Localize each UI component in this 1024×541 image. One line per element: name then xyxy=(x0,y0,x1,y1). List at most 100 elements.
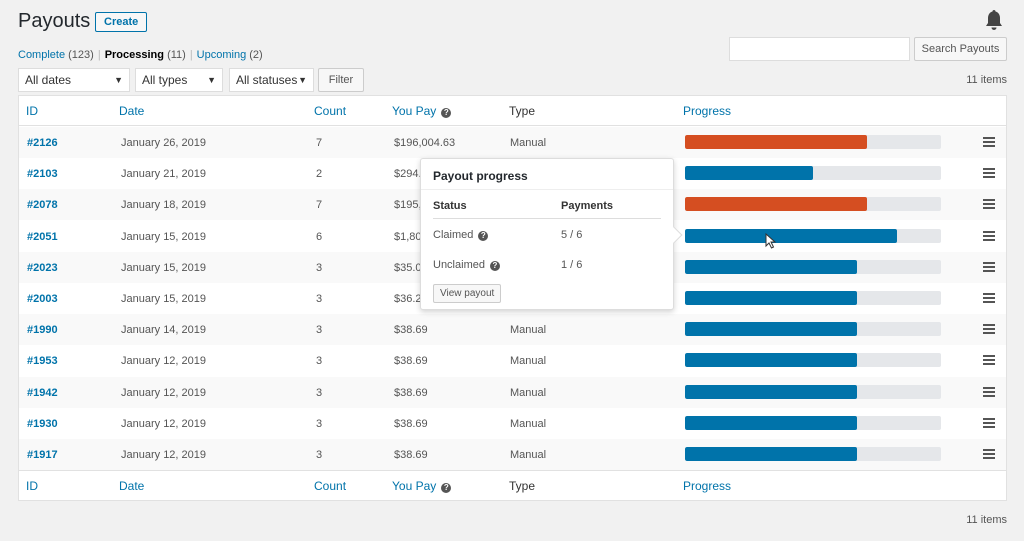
column-date[interactable]: Date xyxy=(119,104,145,118)
column-date[interactable]: Date xyxy=(119,479,145,493)
menu-icon[interactable] xyxy=(983,199,995,210)
progress-bar-fill xyxy=(685,384,857,399)
menu-icon[interactable] xyxy=(983,417,995,428)
menu-icon[interactable] xyxy=(983,230,995,241)
chevron-down-icon: ▼ xyxy=(207,75,216,85)
progress-bar[interactable] xyxy=(685,322,941,337)
table-row: #2103 January 21, 2019 2 $294. xyxy=(19,158,1006,189)
progress-bar[interactable] xyxy=(685,291,941,305)
payout-amount: $38.69 xyxy=(394,386,428,399)
payout-progress-popover: Payout progress Status Payments Claimed?… xyxy=(420,158,683,310)
progress-bar[interactable] xyxy=(685,384,941,399)
menu-icon[interactable] xyxy=(983,324,995,335)
payout-id-link[interactable]: #1917 xyxy=(27,449,58,461)
progress-bar[interactable] xyxy=(685,135,941,149)
progress-bar-fill xyxy=(685,135,867,149)
progress-bar-fill xyxy=(685,197,867,212)
payout-id-link[interactable]: #2003 xyxy=(27,293,58,305)
create-button[interactable]: Create xyxy=(95,12,148,32)
payout-count: 3 xyxy=(316,417,323,430)
column-progress[interactable]: Progress xyxy=(683,479,732,493)
menu-icon[interactable] xyxy=(983,355,995,366)
dates-select[interactable]: All dates ▼ xyxy=(18,68,130,92)
column-progress[interactable]: Progress xyxy=(683,104,732,118)
menu-icon[interactable] xyxy=(983,137,995,147)
progress-bar[interactable] xyxy=(685,259,941,274)
table-row: #1930 January 12, 2019 3 $38.69 Manual xyxy=(19,408,1006,439)
view-processing[interactable]: Processing (11) xyxy=(104,49,186,61)
bell-icon[interactable] xyxy=(984,9,1004,31)
search-input[interactable] xyxy=(729,37,910,61)
payout-date: January 18, 2019 xyxy=(121,199,207,212)
mouse-cursor-icon xyxy=(765,233,777,249)
menu-icon[interactable] xyxy=(983,386,995,397)
progress-bar-fill xyxy=(685,228,898,243)
progress-bar[interactable] xyxy=(685,447,941,461)
column-you-pay[interactable]: You Pay? xyxy=(392,479,452,493)
column-you-pay[interactable]: You Pay? xyxy=(392,104,452,118)
menu-icon[interactable] xyxy=(983,168,995,179)
payout-id-link[interactable]: #1942 xyxy=(27,386,58,399)
progress-bar[interactable] xyxy=(685,166,941,181)
payout-id-link[interactable]: #1990 xyxy=(27,324,58,337)
payout-type: Manual xyxy=(510,137,547,149)
menu-icon[interactable] xyxy=(983,449,995,459)
payout-type: Manual xyxy=(510,449,547,461)
progress-bar-fill xyxy=(685,447,857,461)
payout-amount: $35.0 xyxy=(394,261,422,274)
payout-count: 6 xyxy=(316,230,323,243)
menu-icon[interactable] xyxy=(983,293,995,303)
payout-id-link[interactable]: #1953 xyxy=(27,355,58,368)
statuses-select[interactable]: All statuses ▼ xyxy=(229,68,314,92)
filter-button[interactable]: Filter xyxy=(318,68,364,92)
view-upcoming[interactable]: Upcoming (2) xyxy=(196,49,263,61)
payout-id-link[interactable]: #2023 xyxy=(27,261,58,274)
popover-title: Payout progress xyxy=(433,169,528,183)
progress-bar[interactable] xyxy=(685,197,941,212)
payout-type: Manual xyxy=(510,386,547,399)
payout-type: Manual xyxy=(510,355,547,368)
progress-bar-fill xyxy=(685,353,857,368)
payout-date: January 15, 2019 xyxy=(121,293,207,305)
view-complete[interactable]: Complete (123) xyxy=(18,49,94,61)
popover-status-header: Status xyxy=(433,200,467,212)
progress-bar[interactable] xyxy=(685,228,941,243)
table-row: #1990 January 14, 2019 3 $38.69 Manual xyxy=(19,314,1006,346)
table-row: #2003 January 15, 2019 3 $36.2 xyxy=(19,283,1006,314)
search-payouts-button[interactable]: Search Payouts xyxy=(914,37,1007,61)
column-id[interactable]: ID xyxy=(26,479,38,493)
progress-bar[interactable] xyxy=(685,415,941,430)
types-select[interactable]: All types ▼ xyxy=(135,68,223,92)
column-id[interactable]: ID xyxy=(26,104,38,118)
payout-id-link[interactable]: #1930 xyxy=(27,417,58,430)
table-footer: ID Date Count You Pay? Type Progress xyxy=(19,470,1006,500)
payout-id-link[interactable]: #2078 xyxy=(27,199,58,212)
table-header: ID Date Count You Pay? Type Progress xyxy=(19,96,1006,126)
help-icon[interactable]: ? xyxy=(478,231,489,241)
payout-amount: $36.2 xyxy=(394,293,422,305)
progress-bar[interactable] xyxy=(685,353,941,368)
view-payout-button[interactable]: View payout xyxy=(433,284,502,303)
payout-type: Manual xyxy=(510,417,547,430)
status-views: Complete (123) | Processing (11) | Upcoming … xyxy=(18,49,263,61)
payout-date: January 26, 2019 xyxy=(121,137,207,149)
payout-id-link[interactable]: #2051 xyxy=(27,230,58,243)
popover-payments-unclaimed: 1 / 6 xyxy=(561,259,583,271)
chevron-down-icon: ▼ xyxy=(114,75,123,85)
help-icon[interactable]: ? xyxy=(441,108,452,118)
payout-date: January 12, 2019 xyxy=(121,355,207,368)
progress-bar-fill xyxy=(685,291,857,305)
payout-amount: $38.69 xyxy=(394,324,428,337)
payout-count: 3 xyxy=(316,355,323,368)
help-icon[interactable]: ? xyxy=(441,483,452,493)
column-count[interactable]: Count xyxy=(314,479,347,493)
help-icon[interactable]: ? xyxy=(489,261,500,271)
column-count[interactable]: Count xyxy=(314,104,347,118)
chevron-down-icon: ▼ xyxy=(298,75,307,85)
payout-id-link[interactable]: #2103 xyxy=(27,168,58,181)
menu-icon[interactable] xyxy=(983,261,995,272)
payout-type: Manual xyxy=(510,324,547,337)
progress-bar-fill xyxy=(685,322,857,337)
payout-date: January 12, 2019 xyxy=(121,449,207,461)
payout-id-link[interactable]: #2126 xyxy=(27,137,58,149)
